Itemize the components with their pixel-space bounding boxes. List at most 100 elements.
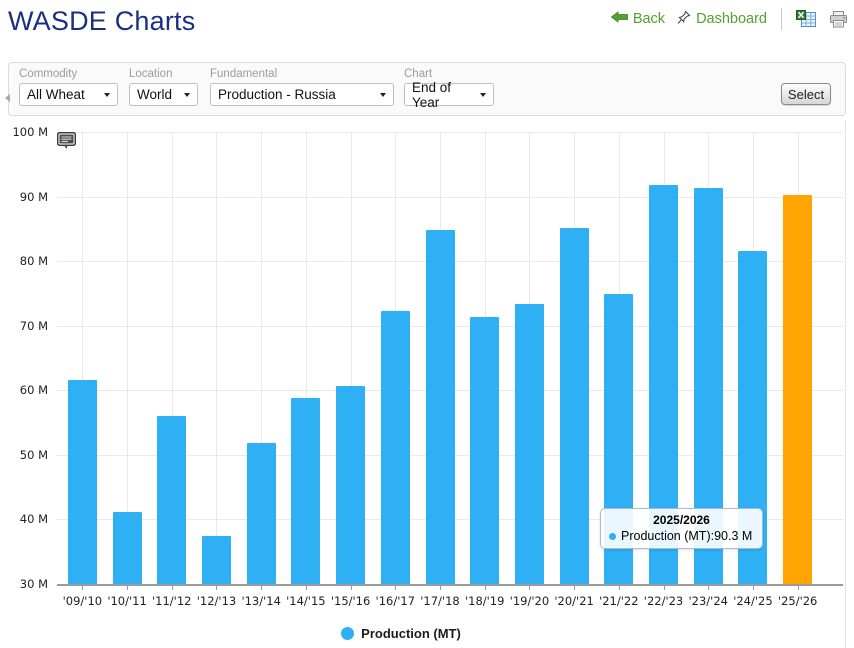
back-label: Back [632,11,666,27]
back-arrow-icon [610,11,628,27]
select-button[interactable]: Select [781,83,831,105]
x-axis-tick [752,584,754,590]
printer-icon[interactable] [829,10,848,28]
x-axis-label: '10/'11 [107,594,147,608]
gridline-v [350,132,352,584]
gridline-h [57,132,843,133]
gridline-v [127,132,129,584]
tooltip-value: 90.3 M [714,529,753,543]
x-axis-tick [350,584,352,590]
x-axis-tick [82,584,84,590]
legend-label: Production (MT) [361,626,461,641]
location-label: Location [129,68,173,80]
legend-dot-icon [341,627,355,640]
x-axis-tick [574,584,576,590]
gridline-v [82,132,84,584]
x-axis-label: '20/'21 [554,594,594,608]
back-link[interactable]: Back [610,11,666,27]
chart-legend[interactable]: Production (MT) [0,626,828,641]
y-axis-label: 90 M [19,189,48,204]
x-axis-tick [440,584,441,590]
x-axis-label: '09/'10 [62,594,103,608]
fundamental-value: Production - Russia [218,87,336,102]
y-axis-label: 30 M [19,577,48,591]
x-axis-tick [395,584,397,590]
bar[interactable] [67,379,97,584]
commodity-value: All Wheat [27,87,85,102]
x-axis-tick [127,584,129,590]
tooltip-line: Production (MT): 90.3 M [609,529,754,543]
production-bar-chart: 30 M 40 M 50 M 60 M 70 M 80 M 90 M 100 M '09/'10… [0,118,854,648]
x-axis-tick [708,584,710,590]
bar[interactable] [201,536,231,584]
x-axis-label: '21/'22 [599,594,639,608]
commodity-select[interactable]: All Wheat [19,83,118,106]
chevron-down-icon [184,92,190,97]
chevron-down-icon [380,92,386,97]
chart-select[interactable]: End of Year [404,80,494,110]
page-title: WASDE Charts [8,6,196,36]
x-axis-label: '13/'14 [241,594,281,608]
x-axis-tick [618,584,620,590]
x-axis-label: '11/'12 [152,594,192,608]
y-axis-label: 60 M [19,383,48,398]
bar[interactable] [112,511,142,584]
gridline-v [261,132,263,584]
location-select[interactable]: World [129,83,198,106]
x-axis-tick [216,584,218,590]
y-axis-label: 80 M [19,254,48,269]
x-axis-label: '19/'20 [509,594,550,608]
x-axis-line [57,584,843,586]
x-axis-label: '23/'24 [688,594,728,608]
comment-icon[interactable] [57,132,76,155]
x-axis-tick [484,584,486,590]
x-axis-label: '24/'25 [733,594,773,608]
chevron-down-icon [104,92,110,97]
header-actions: Back Dashboard [610,8,848,30]
tooltip-label: Production (MT): [621,529,715,543]
bar[interactable] [783,194,813,584]
bar[interactable] [157,416,187,584]
bar[interactable] [559,227,589,584]
x-axis-label: '17/'18 [420,594,460,608]
gridline-v [305,132,307,584]
bar[interactable] [246,443,276,584]
y-axis-label: 70 M [19,318,48,333]
fundamental-select[interactable]: Production - Russia [210,83,394,106]
bar[interactable] [470,316,500,584]
x-axis-tick [305,584,307,590]
x-axis-tick [663,584,665,590]
y-axis-label: 40 M [19,512,48,527]
dashboard-label: Dashboard [696,11,767,27]
x-axis-label: '25/'26 [777,594,818,608]
bar[interactable] [514,304,544,584]
dashboard-link[interactable]: Dashboard [677,9,767,29]
x-axis-label: '14/'15 [286,594,326,608]
chevron-down-icon [480,92,486,97]
bar[interactable] [336,385,366,584]
bar[interactable] [425,229,455,584]
x-axis-tick [797,584,799,590]
fundamental-label: Fundamental [210,68,278,80]
excel-export-icon[interactable] [796,10,817,28]
x-axis-label: '15/'16 [330,594,371,608]
x-axis-label: '22/'23 [643,594,684,608]
chart-tooltip: 2025/2026 Production (MT): 90.3 M [600,508,763,549]
x-axis-label: '16/'17 [375,594,416,608]
x-axis-label: '12/'13 [196,594,237,608]
bar[interactable] [291,398,321,584]
bar[interactable] [380,310,410,584]
x-axis-label: '18/'19 [464,594,505,608]
chart-right-border [845,120,846,648]
header-separator [781,8,782,30]
gridline-v [216,132,218,584]
panel-collapse-handle[interactable] [5,94,10,102]
chart-value: End of Year [412,79,452,110]
x-axis-tick [171,584,173,590]
filter-panel: Commodity Location Fundamental Chart All… [8,62,846,116]
tooltip-title: 2025/2026 [653,513,710,527]
location-value: World [137,87,173,102]
commodity-label: Commodity [19,68,78,80]
series-dot-icon [609,532,616,540]
gridline-h [57,196,843,198]
